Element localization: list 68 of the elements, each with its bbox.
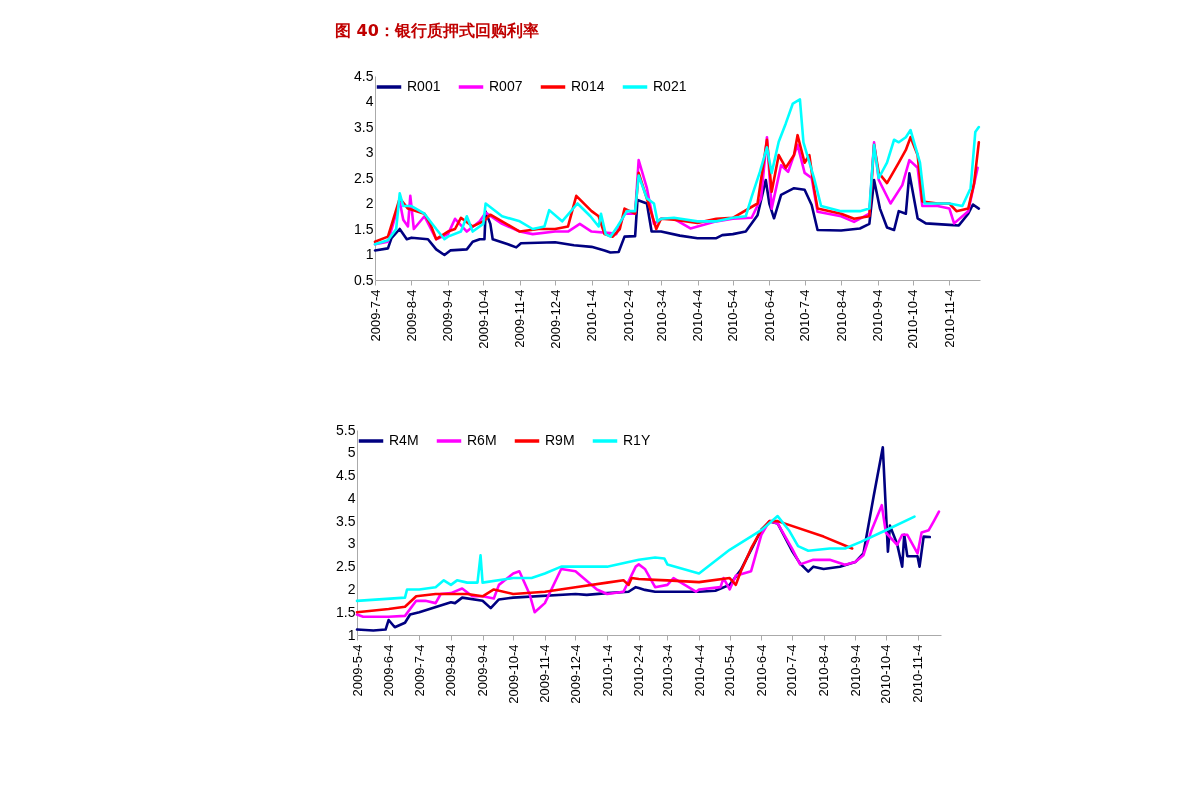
- y-tick-label: 2.5: [336, 558, 356, 575]
- x-tick-label: 2009-5-4: [349, 644, 365, 697]
- x-tick-label: 2010-1-4: [584, 289, 600, 342]
- x-tick-label: 2010-6-4: [753, 644, 769, 697]
- x-tick-label: 2010-11-4: [941, 289, 957, 348]
- x-tick-label: 2009-10-4: [505, 644, 521, 704]
- x-tick-label: 2009-8-4: [443, 644, 459, 697]
- y-tick-label: 2.5: [354, 169, 374, 186]
- y-tick-label: 4: [347, 489, 356, 506]
- y-tick-label: 1: [365, 246, 374, 262]
- y-tick-label: 1: [347, 626, 356, 643]
- x-tick-label: 2009-6-4: [381, 644, 397, 697]
- y-tick-label: 2: [365, 195, 374, 211]
- x-tick-label: 2009-12-4: [547, 289, 563, 349]
- x-tick-label: 2010-8-4: [816, 644, 832, 697]
- x-tick-label: 2010-4-4: [690, 289, 706, 342]
- x-tick-label: 2010-9-4: [870, 289, 886, 342]
- x-tick-label: 2010-1-4: [599, 644, 615, 697]
- x-tick-label: 2010-10-4: [878, 644, 894, 704]
- x-tick-label: 2009-8-4: [403, 289, 419, 342]
- x-tick-label: 2010-4-4: [691, 644, 707, 697]
- y-tick-label: 1.5: [336, 603, 356, 620]
- y-tick-label: 5.5: [336, 421, 356, 438]
- x-tick-label: 2010-8-4: [833, 289, 849, 342]
- legend-label: R4M: [389, 432, 419, 448]
- x-tick-label: 2010-9-4: [847, 644, 863, 697]
- y-tick-label: 4.5: [336, 467, 356, 484]
- y-tick-label: 4: [365, 93, 374, 109]
- x-tick-label: 2009-11-4: [537, 644, 553, 703]
- x-tick-label: 2010-3-4: [659, 644, 675, 697]
- y-tick-label: 3: [365, 144, 374, 160]
- x-tick-label: 2010-5-4: [722, 644, 738, 697]
- y-tick-label: 1.5: [354, 220, 374, 237]
- line-series: [373, 98, 981, 246]
- chart-title: 图 40：银行质押式回购利率: [335, 21, 539, 40]
- x-tick-label: 2010-10-4: [905, 289, 921, 349]
- x-tick-label: 2010-5-4: [725, 289, 741, 342]
- legend-label: R9M: [545, 432, 575, 448]
- legend-label: R014: [571, 78, 605, 94]
- y-tick-label: 0.5: [354, 271, 374, 288]
- x-tick-label: 2009-11-4: [512, 289, 528, 348]
- x-tick-label: 2010-2-4: [620, 289, 636, 342]
- legend-label: R001: [407, 78, 441, 94]
- x-tick-label: 2010-11-4: [910, 644, 926, 703]
- x-tick-label: 2010-6-4: [761, 289, 777, 342]
- y-tick-label: 2: [347, 580, 356, 597]
- x-tick-label: 2010-2-4: [631, 644, 647, 697]
- legend-label: R021: [653, 78, 687, 94]
- x-tick-label: 2009-7-4: [411, 644, 427, 697]
- x-tick-label: 2010-3-4: [653, 289, 669, 342]
- x-tick-label: 2010-7-4: [797, 289, 813, 342]
- y-tick-label: 4.5: [354, 67, 374, 84]
- x-tick-label: 2009-7-4: [367, 289, 383, 342]
- y-tick-label: 5: [347, 444, 356, 461]
- line-series: [355, 519, 854, 614]
- line-series: [373, 172, 981, 257]
- line-series: [355, 514, 916, 603]
- x-tick-label: 2009-9-4: [475, 644, 491, 697]
- x-tick-label: 2009-10-4: [475, 289, 491, 349]
- legend-label: R1Y: [623, 432, 651, 448]
- y-tick-label: 3: [347, 535, 356, 552]
- y-tick-label: 3.5: [336, 512, 356, 529]
- x-tick-label: 2009-9-4: [440, 289, 456, 342]
- legend-label: R6M: [467, 432, 497, 448]
- legend-label: R007: [489, 78, 523, 94]
- y-tick-label: 3.5: [354, 118, 374, 135]
- x-tick-label: 2010-7-4: [784, 644, 800, 697]
- x-tick-label: 2009-12-4: [567, 644, 583, 704]
